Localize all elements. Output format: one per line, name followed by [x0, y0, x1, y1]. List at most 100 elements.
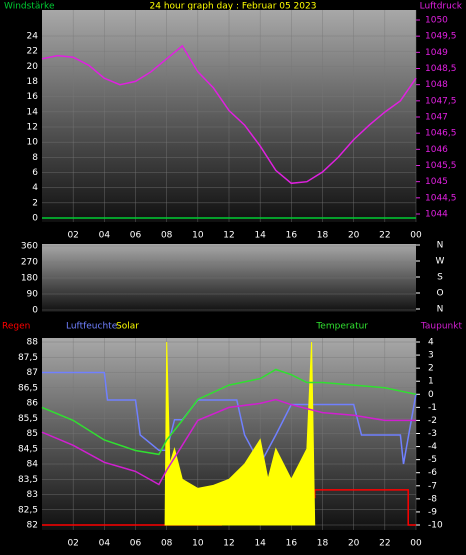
line [42, 371, 417, 466]
y-tick-label: 87 [27, 368, 38, 378]
y2-tick-label: -3 [428, 429, 437, 439]
x-tick-label: 06 [130, 231, 142, 241]
y-tick-label: 10 [27, 138, 39, 148]
y2-tick-label: O [436, 289, 443, 299]
y2-tick-label: 1047,5 [425, 96, 457, 106]
x-tick-label: 16 [286, 539, 298, 549]
area [164, 341, 316, 526]
y2-tick-label: 4 [428, 338, 434, 348]
y2-tick-label: N [437, 305, 444, 315]
y-tick-label: 14 [27, 107, 39, 117]
y-tick-label: 83 [27, 490, 38, 500]
y2-tick-label: 1048,5 [425, 64, 457, 74]
y-tick-label: 85 [27, 429, 38, 439]
y2-tick-label: 1047 [425, 113, 448, 123]
x-tick-label: 14 [254, 231, 266, 241]
y2-tick-label: -9 [428, 507, 437, 517]
x-tick-label: 22 [379, 539, 390, 549]
y2-tick-label: 1044,5 [425, 193, 457, 203]
y2-tick-label: 3 [428, 351, 434, 361]
x-tick-label: 20 [348, 231, 360, 241]
y-tick-label: 0 [32, 214, 38, 224]
y2-tick-label: 1045 [425, 177, 448, 187]
x-tick-label: 14 [254, 539, 266, 549]
x-tick-label: 00 [410, 539, 422, 549]
y2-tick-label: 1046,5 [425, 129, 457, 139]
x-tick-label: 22 [379, 231, 390, 241]
y2-tick-label: 1049,5 [425, 32, 457, 42]
y-tick-label: 86,5 [18, 383, 38, 393]
legend-label: Luftfeuchte [66, 322, 118, 332]
y-tick-label: 6 [32, 168, 38, 178]
y-tick-label: 24 [27, 32, 39, 42]
x-tick-label: 18 [317, 231, 329, 241]
x-tick-label: 08 [161, 231, 173, 241]
x-tick-label: 00 [410, 231, 422, 241]
y-tick-label: 20 [27, 62, 39, 72]
y2-tick-label: S [437, 273, 443, 283]
y-tick-label: 84 [27, 460, 39, 470]
x-tick-label: 10 [192, 231, 204, 241]
x-tick-label: 04 [99, 539, 111, 549]
y2-tick-label: 1046 [425, 145, 448, 155]
x-tick-label: 06 [130, 539, 142, 549]
y-tick-label: 18 [27, 77, 39, 87]
y-tick-label: 82 [27, 521, 38, 531]
legend-label: Solar [116, 322, 139, 332]
y-tick-label: 4 [32, 183, 38, 193]
y-tick-label: 84,5 [18, 444, 38, 454]
x-tick-label: 18 [317, 539, 329, 549]
x-tick-label: 12 [223, 231, 234, 241]
y-tick-label: 2 [32, 198, 38, 208]
y2-tick-label: -10 [428, 521, 443, 531]
legend-label: Taupunkt [420, 322, 463, 332]
y2-tick-label: -8 [428, 494, 437, 504]
legend-label: Luftdruck [420, 2, 463, 12]
x-tick-label: 20 [348, 539, 360, 549]
y2-tick-label: 1049 [425, 48, 448, 58]
y-tick-label: 360 [21, 242, 38, 252]
y2-tick-label: -6 [428, 468, 437, 478]
x-tick-label: 10 [192, 539, 204, 549]
y-tick-label: 180 [21, 274, 38, 284]
legend-label: Regen [2, 322, 30, 332]
line [41, 368, 417, 456]
x-tick-label: 12 [223, 539, 234, 549]
y2-tick-label: -5 [428, 455, 437, 465]
y2-tick-label: 2 [428, 364, 434, 374]
y2-tick-label: -4 [428, 442, 437, 452]
y-tick-label: 85,5 [18, 414, 38, 424]
y2-tick-label: -2 [428, 416, 437, 426]
y-tick-label: 90 [27, 290, 39, 300]
x-tick-label: 02 [67, 539, 78, 549]
y2-tick-label: 1 [428, 377, 434, 387]
y-tick-label: 16 [27, 92, 39, 102]
line [41, 398, 416, 486]
y2-tick-label: -7 [428, 481, 437, 491]
y2-tick-label: W [436, 257, 445, 267]
y-tick-label: 86 [27, 399, 39, 409]
y2-tick-label: -1 [428, 403, 437, 413]
y2-tick-label: 1044 [425, 210, 448, 220]
y-tick-label: 88 [27, 338, 39, 348]
y-tick-label: 8 [32, 153, 38, 163]
y-tick-label: 22 [27, 47, 38, 57]
chart-title: 24 hour graph day : Februar 05 2023 [150, 2, 317, 12]
y-tick-label: 82,5 [18, 505, 38, 515]
y2-tick-label: 1045,5 [425, 161, 457, 171]
legend-label: Windstärke [4, 2, 55, 12]
line [41, 44, 417, 185]
y-tick-label: 270 [21, 258, 38, 268]
y2-tick-label: 1050 [425, 16, 448, 26]
x-tick-label: 16 [286, 231, 298, 241]
legend-label: Temperatur [315, 322, 368, 332]
y2-tick-label: 1048 [425, 80, 448, 90]
x-tick-label: 04 [99, 231, 111, 241]
y2-tick-label: N [437, 241, 444, 251]
y-tick-label: 0 [32, 306, 38, 316]
y-tick-label: 87,5 [18, 353, 38, 363]
y-tick-label: 83,5 [18, 475, 38, 485]
x-tick-label: 08 [161, 539, 173, 549]
y2-tick-label: 0 [428, 390, 434, 400]
